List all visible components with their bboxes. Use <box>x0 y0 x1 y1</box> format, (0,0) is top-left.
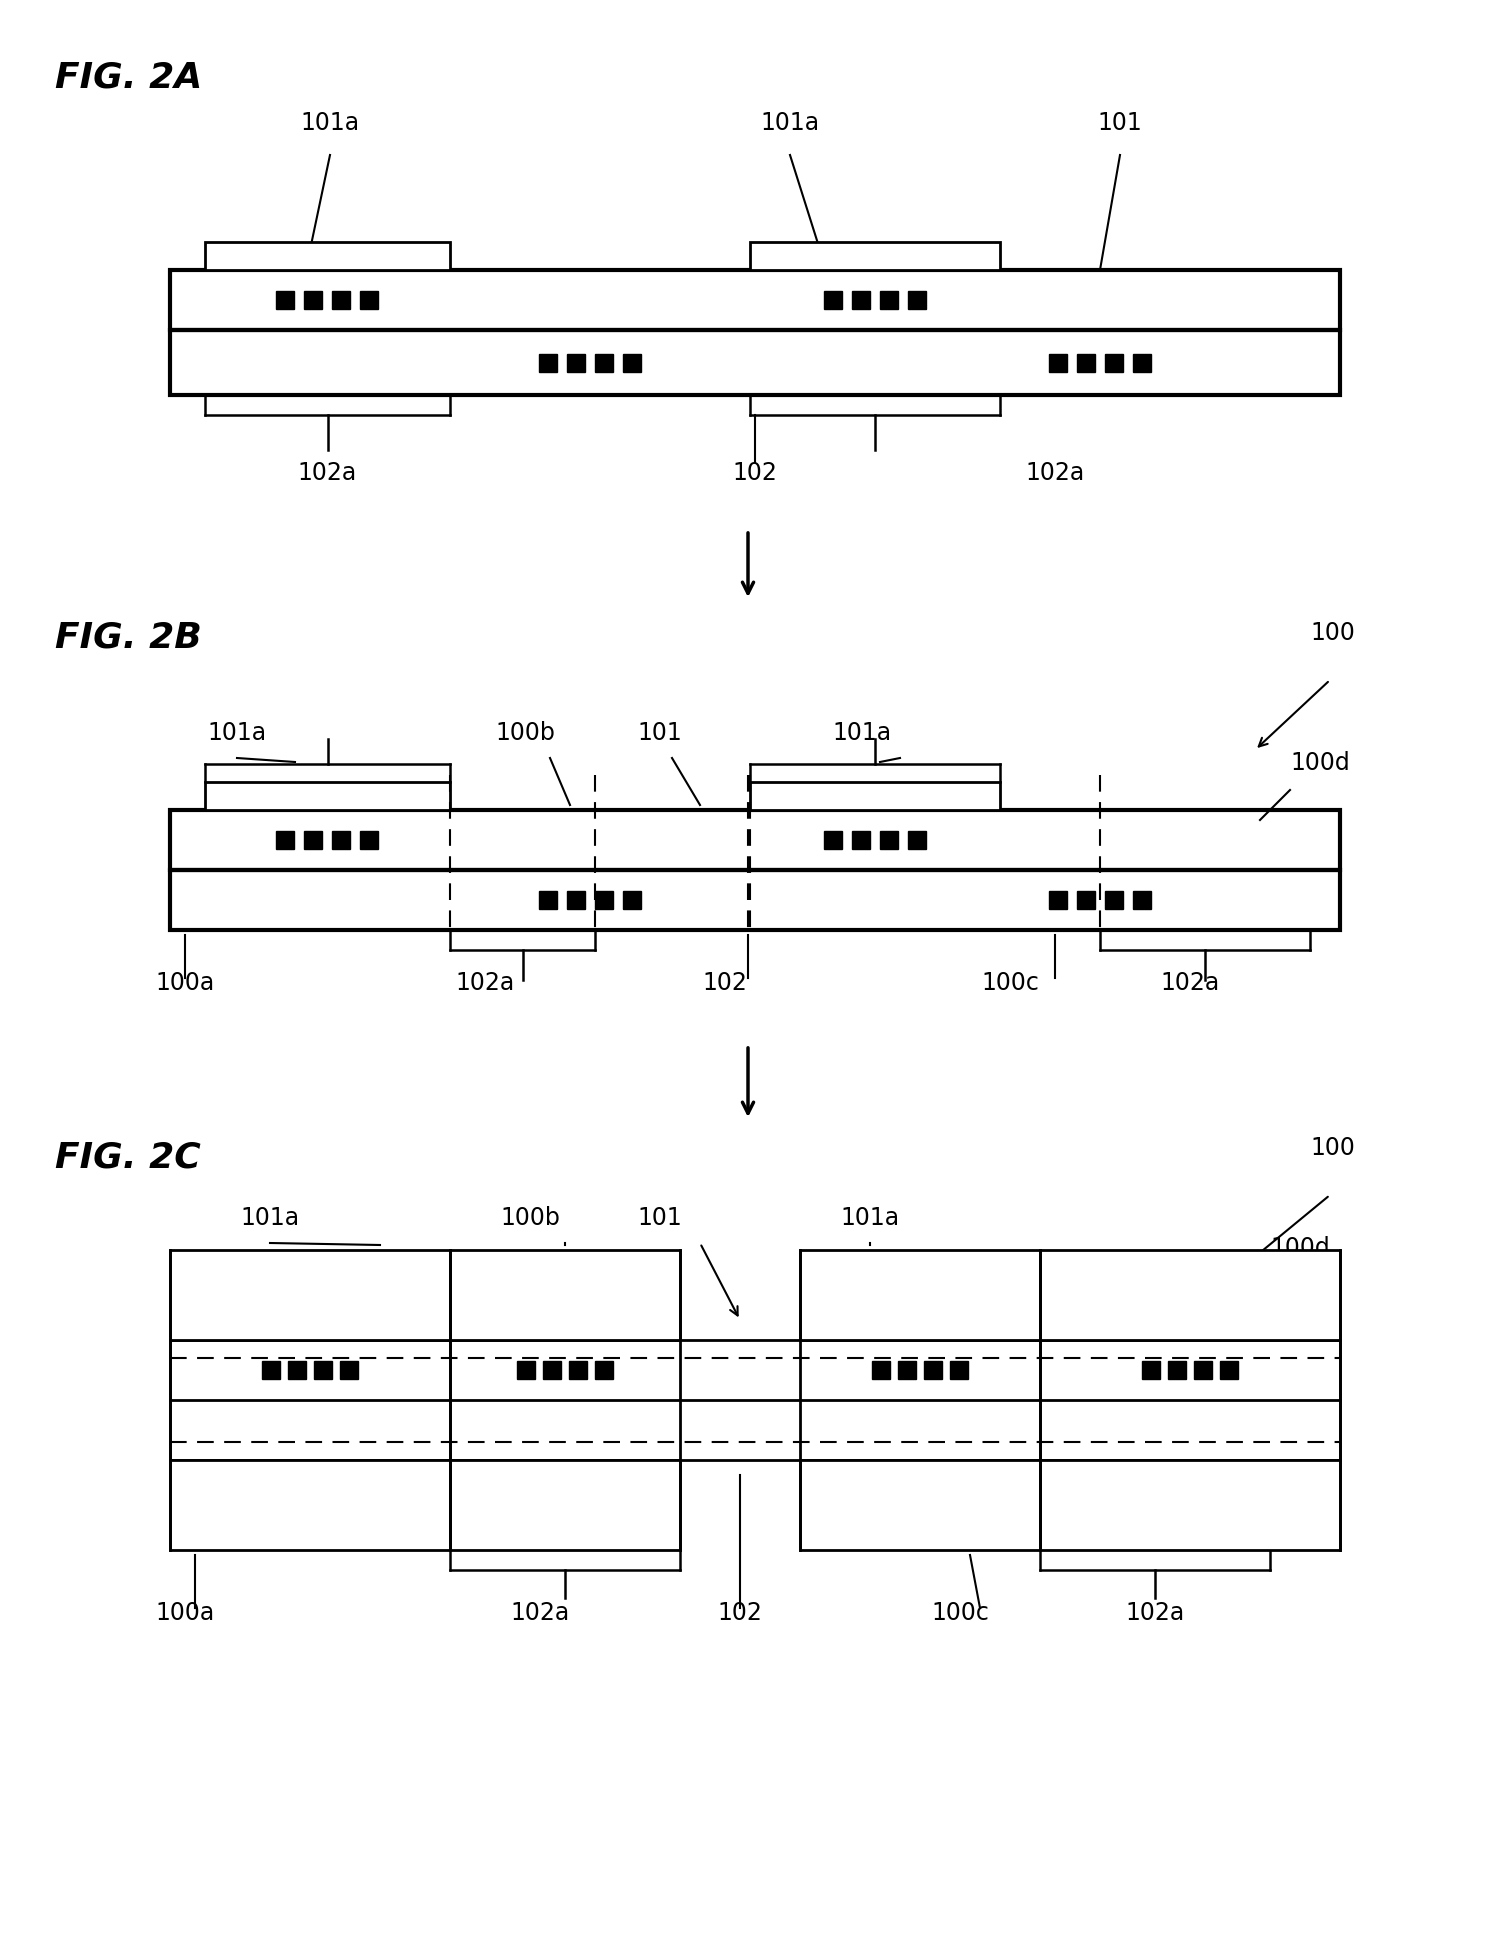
Bar <box>1142 1362 1160 1379</box>
Text: 101a: 101a <box>241 1207 299 1230</box>
Bar <box>1133 354 1151 371</box>
Text: 101a: 101a <box>832 721 892 745</box>
Bar <box>1105 354 1123 371</box>
Text: 101: 101 <box>638 721 683 745</box>
Text: 102: 102 <box>732 460 777 485</box>
Bar <box>880 832 898 849</box>
Bar <box>623 354 641 371</box>
Bar <box>750 781 1000 810</box>
Text: 100d: 100d <box>1269 1236 1329 1259</box>
Text: 100a: 100a <box>156 971 214 994</box>
Bar <box>1049 354 1067 371</box>
Text: 102a: 102a <box>298 460 356 485</box>
Bar <box>567 354 585 371</box>
Bar <box>924 1362 942 1379</box>
Text: 101a: 101a <box>301 110 359 135</box>
Text: FIG. 2C: FIG. 2C <box>55 1139 201 1174</box>
Text: FIG. 2B: FIG. 2B <box>55 621 202 654</box>
Bar <box>171 810 1340 870</box>
Bar <box>909 832 927 849</box>
Bar <box>823 832 841 849</box>
Bar <box>171 1460 451 1549</box>
Text: 101: 101 <box>1097 110 1142 135</box>
Text: 101a: 101a <box>208 721 266 745</box>
Bar <box>205 781 451 810</box>
Bar <box>304 832 322 849</box>
Bar <box>171 331 1340 395</box>
Bar <box>451 1460 680 1549</box>
Bar <box>539 354 557 371</box>
Bar <box>304 290 322 309</box>
Text: 102: 102 <box>702 971 747 994</box>
Text: 100a: 100a <box>156 1601 214 1625</box>
Bar <box>569 1362 587 1379</box>
Bar <box>1040 1249 1340 1340</box>
Text: 102a: 102a <box>1126 1601 1184 1625</box>
Text: 102a: 102a <box>510 1601 570 1625</box>
Bar <box>451 1249 680 1340</box>
Text: 100c: 100c <box>981 971 1039 994</box>
Bar <box>275 290 293 309</box>
Text: 102a: 102a <box>1025 460 1085 485</box>
Bar <box>852 290 870 309</box>
Bar <box>171 1249 451 1340</box>
Bar <box>750 242 1000 271</box>
Bar <box>880 290 898 309</box>
Bar <box>275 832 293 849</box>
Bar <box>314 1362 332 1379</box>
Text: 100: 100 <box>1310 1135 1355 1160</box>
Bar <box>594 892 612 909</box>
Bar <box>1133 892 1151 909</box>
Text: 101a: 101a <box>840 1207 900 1230</box>
Bar <box>539 892 557 909</box>
Bar <box>898 1362 916 1379</box>
Bar <box>1076 892 1094 909</box>
Bar <box>171 1340 1340 1460</box>
Bar <box>1049 892 1067 909</box>
Bar <box>332 832 350 849</box>
Text: 100b: 100b <box>500 1207 560 1230</box>
Bar <box>909 290 927 309</box>
Text: FIG. 2A: FIG. 2A <box>55 60 202 95</box>
Bar <box>1168 1362 1186 1379</box>
Text: 100b: 100b <box>496 721 555 745</box>
Bar <box>205 242 451 271</box>
Bar <box>287 1362 305 1379</box>
Text: 102: 102 <box>717 1601 762 1625</box>
Text: 101a: 101a <box>760 110 819 135</box>
Bar <box>1040 1460 1340 1549</box>
Bar <box>799 1460 1040 1549</box>
Bar <box>1195 1362 1213 1379</box>
Bar <box>332 290 350 309</box>
Bar <box>871 1362 891 1379</box>
Bar <box>359 290 379 309</box>
Text: 100: 100 <box>1310 621 1355 646</box>
Bar <box>623 892 641 909</box>
Bar <box>543 1362 561 1379</box>
Bar <box>262 1362 280 1379</box>
Bar <box>594 1362 612 1379</box>
Text: 102a: 102a <box>455 971 515 994</box>
Bar <box>1076 354 1094 371</box>
Text: 100d: 100d <box>1290 750 1350 776</box>
Bar <box>799 1249 1040 1340</box>
Text: 100c: 100c <box>931 1601 990 1625</box>
Bar <box>516 1362 534 1379</box>
Bar <box>951 1362 969 1379</box>
Bar <box>171 271 1340 331</box>
Bar <box>171 870 1340 930</box>
Bar <box>1105 892 1123 909</box>
Bar <box>1220 1362 1238 1379</box>
Text: 102a: 102a <box>1160 971 1220 994</box>
Bar <box>594 354 612 371</box>
Bar <box>823 290 841 309</box>
Bar <box>852 832 870 849</box>
Bar <box>359 832 379 849</box>
Bar <box>567 892 585 909</box>
Text: 101: 101 <box>638 1207 683 1230</box>
Bar <box>340 1362 358 1379</box>
